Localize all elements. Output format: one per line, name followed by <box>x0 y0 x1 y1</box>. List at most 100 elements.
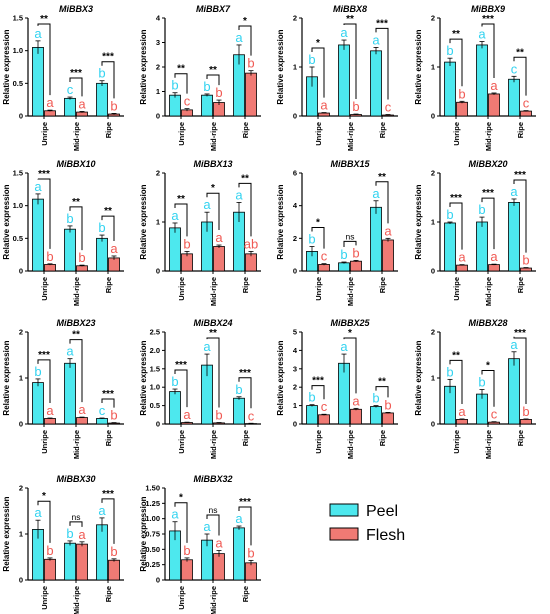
x-tick-label: Unripe <box>177 122 186 146</box>
bar-flesh <box>181 253 193 272</box>
significance-bracket <box>311 227 325 249</box>
significance-letter: b <box>78 250 85 265</box>
bar-flesh <box>350 260 362 272</box>
x-tick-label: Ripe <box>241 586 250 602</box>
chart-title: MiBBX32 <box>193 474 232 484</box>
y-tick-label: 1.0 <box>13 201 23 210</box>
y-tick-label: 0 <box>19 576 23 585</box>
significance-letter: b <box>46 249 53 264</box>
bar-peel <box>169 227 181 272</box>
y-tick-label: 2 <box>293 383 297 392</box>
y-tick-label: 1 <box>293 401 297 410</box>
significance-bracket <box>101 398 115 408</box>
y-tick-label: 0 <box>156 420 160 429</box>
significance-bracket <box>343 23 357 100</box>
significance-bracket <box>513 179 527 253</box>
y-tick-label: 1.5 <box>13 169 23 178</box>
significance-letter: a <box>235 511 243 526</box>
legend-swatch-flesh <box>329 527 359 541</box>
bar-peel <box>64 542 76 581</box>
significance-letter: b <box>308 390 315 405</box>
significance-letter: b <box>110 98 117 113</box>
y-tick-label: 3 <box>293 364 297 373</box>
significance-marker: * <box>316 38 320 49</box>
chart-panel: MiBBX32 Relative expression 0 0.25 0.50 0.75 1… <box>139 474 261 614</box>
bar-flesh <box>181 559 193 581</box>
significance-bracket <box>481 23 495 78</box>
significance-marker: ** <box>452 350 460 361</box>
significance-letter: a <box>34 179 42 194</box>
bar-flesh <box>520 110 532 117</box>
x-tick-label: Mid-ripe <box>484 430 493 459</box>
y-tick-label: 1.0 <box>13 46 23 55</box>
y-axis-label: Relative expression <box>2 29 11 104</box>
y-tick-label: 1.5 <box>13 14 23 23</box>
significance-letter: b <box>110 544 117 559</box>
significance-letter: b <box>247 545 254 560</box>
x-tick-label: Ripe <box>378 430 387 446</box>
bar-peel <box>64 97 76 117</box>
significance-marker: ** <box>516 47 524 58</box>
bar-peel <box>96 82 108 117</box>
significance-marker: ns <box>72 512 81 522</box>
x-tick-label: Unripe <box>40 586 49 610</box>
significance-letter: b <box>215 85 222 100</box>
y-tick-label: 1.5 <box>150 364 160 373</box>
y-tick-label: 1 <box>156 87 160 96</box>
significance-letter: b <box>46 543 53 558</box>
x-tick-label: Mid-ripe <box>209 430 218 459</box>
y-tick-label: 0 <box>293 420 297 429</box>
y-tick-label: 0.75 <box>145 530 160 539</box>
bar-peel <box>32 382 44 425</box>
chart-title: MiBBX9 <box>471 4 505 14</box>
significance-letter: a <box>171 507 179 522</box>
significance-letter: b <box>384 397 391 412</box>
x-tick-label: Ripe <box>104 430 113 446</box>
chart-title: MiBBX13 <box>193 159 232 169</box>
y-tick-label: 5 <box>293 328 297 337</box>
significance-bracket <box>101 215 115 241</box>
y-tick-label: 0 <box>431 112 435 121</box>
y-axis-label: Relative expression <box>2 340 11 415</box>
significance-letter: b <box>352 99 359 114</box>
significance-letter: a <box>372 186 380 201</box>
significance-letter: a <box>34 505 42 520</box>
significance-letter: a <box>372 32 380 47</box>
y-tick-label: 0 <box>19 112 23 121</box>
x-tick-label: Mid-ripe <box>72 430 81 459</box>
bar-flesh <box>245 72 257 117</box>
significance-marker: * <box>316 218 320 229</box>
significance-bracket <box>174 203 188 237</box>
y-tick-label: 2 <box>19 484 23 493</box>
significance-letter: b <box>478 202 485 217</box>
bar-flesh <box>456 264 468 272</box>
significance-marker: ** <box>72 330 80 341</box>
significance-letter: b <box>98 220 105 235</box>
y-axis-label: Relative expression <box>276 184 285 259</box>
significance-letter: a <box>46 95 54 110</box>
y-tick-label: 3 <box>156 38 160 47</box>
significance-marker: ** <box>177 194 185 205</box>
significance-letter: a <box>352 393 360 408</box>
x-tick-label: Unripe <box>314 277 323 301</box>
significance-bracket <box>69 521 83 527</box>
bar-peel <box>96 237 108 272</box>
bar-flesh <box>44 110 56 117</box>
significance-marker: * <box>42 491 46 502</box>
legend-label-peel: Peel <box>366 503 398 520</box>
significance-bracket <box>37 23 51 96</box>
significance-marker: * <box>486 361 490 372</box>
chart-panel: MiBBX9 Relative expression 0 1 2 Unripe b b ** Mi… <box>414 4 536 151</box>
y-tick-label: 4 <box>293 201 298 210</box>
significance-letter: a <box>340 25 348 40</box>
bar-peel <box>96 524 108 581</box>
bar-flesh <box>318 414 330 425</box>
bar-flesh <box>382 412 394 425</box>
bar-peel <box>370 406 382 425</box>
chart-panel: MiBBX3 Relative expression 0 0.5 1.0 1.5 Unrip… <box>2 4 124 151</box>
significance-marker: ** <box>104 206 112 217</box>
significance-letter: b <box>183 236 190 251</box>
